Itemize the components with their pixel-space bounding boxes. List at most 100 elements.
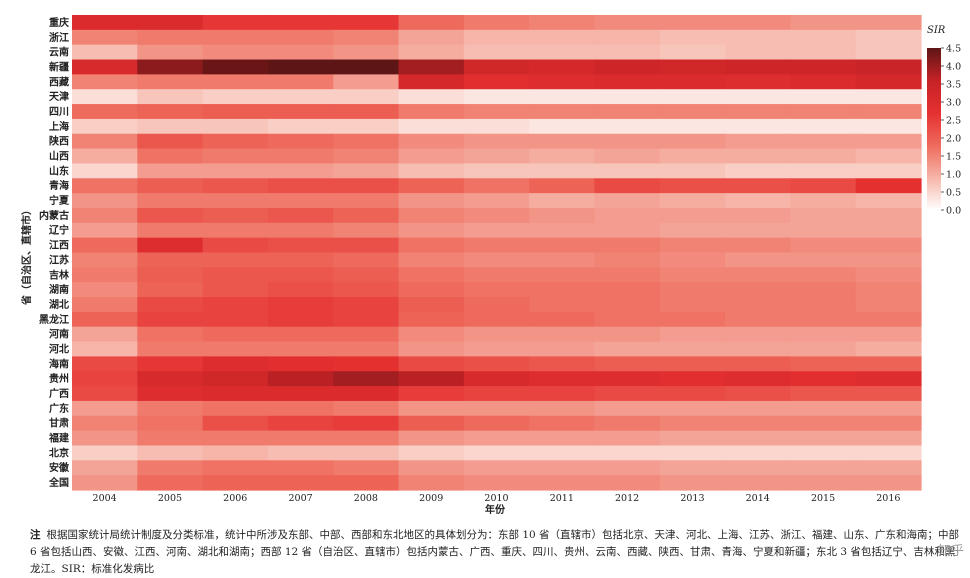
heatmap-cell	[398, 74, 465, 90]
heatmap-cell	[855, 29, 922, 46]
heatmap-cell	[463, 74, 530, 90]
heatmap-cell	[529, 193, 596, 209]
heatmap-cell	[725, 311, 791, 328]
heatmap-cell	[72, 222, 138, 239]
y-tick-label: 青海	[49, 179, 69, 192]
heatmap-cell	[202, 29, 269, 46]
heatmap-cell	[72, 193, 138, 209]
heatmap-cell	[594, 74, 661, 90]
heatmap-cell	[398, 118, 465, 135]
heatmap-cell	[398, 341, 465, 357]
y-tick-label: 山东	[49, 164, 69, 177]
heatmap-cell	[202, 460, 269, 476]
heatmap-cell	[594, 475, 661, 491]
heatmap-cell	[72, 356, 138, 372]
heatmap-cell	[725, 326, 791, 343]
heatmap-cell	[790, 445, 857, 461]
heatmap-chart: 重庆浙江云南新疆西藏天津四川上海陕西山西山东青海宁夏内蒙古辽宁江西江苏吉林湖南湖…	[20, 15, 961, 516]
heatmap-cell	[529, 415, 596, 432]
heatmap-cell	[137, 178, 204, 194]
heatmap-cell	[398, 445, 465, 461]
heatmap-cell	[725, 207, 791, 224]
heatmap-cell	[137, 44, 204, 61]
heatmap-cell	[72, 148, 138, 165]
heatmap-cell	[202, 475, 269, 491]
colorbar-gradient	[927, 48, 941, 210]
heatmap-cell	[463, 89, 530, 105]
heatmap-cell	[333, 371, 400, 387]
heatmap-cell	[529, 29, 596, 46]
heatmap-cell	[659, 252, 726, 268]
heatmap-cell	[659, 104, 726, 120]
y-tick-label: 湖北	[49, 298, 69, 311]
heatmap-cell	[529, 163, 596, 179]
heatmap-cell	[333, 267, 400, 283]
heatmap-cell	[398, 237, 465, 254]
heatmap-cell	[202, 282, 269, 298]
heatmap-cell	[659, 89, 726, 105]
heatmap-cell	[267, 163, 334, 179]
heatmap-cell	[398, 44, 465, 61]
heatmap-cell	[333, 311, 400, 328]
heatmap-cell	[659, 178, 726, 194]
heatmap-cell	[659, 311, 726, 328]
heatmap-cell	[398, 15, 465, 31]
heatmap-cell	[725, 252, 791, 268]
heatmap-cell	[137, 356, 204, 372]
colorbar-ticks: 0.0 0.5 1.0 1.5 2.0 2.5 3.0 3.5 4.0 4.5	[941, 43, 961, 216]
heatmap-cell	[855, 44, 922, 61]
heatmap-cell	[659, 460, 726, 476]
heatmap-cell	[463, 193, 530, 209]
footnote-text: 根据国家统计局统计制度及分类标准，统计中所涉及东部、中部、西部和东北地区的具体划…	[30, 529, 960, 575]
heatmap-cell	[529, 475, 596, 491]
heatmap-cell	[855, 386, 922, 402]
heatmap-cell	[790, 430, 857, 447]
heatmap-cell	[659, 400, 726, 417]
heatmap-cell	[202, 267, 269, 283]
heatmap-cell	[790, 44, 857, 61]
heatmap-cell	[398, 430, 465, 447]
heatmap-cell	[855, 59, 922, 75]
heatmap-cell	[790, 341, 857, 357]
heatmap-cell	[463, 415, 530, 432]
heatmap-cell	[202, 297, 269, 313]
heatmap-cell	[659, 267, 726, 283]
heatmap-cell	[72, 133, 138, 150]
heatmap-cell	[659, 207, 726, 224]
heatmap-cell	[790, 297, 857, 313]
heatmap-cell	[855, 89, 922, 105]
heatmap-cell	[594, 59, 661, 75]
heatmap-cell	[463, 267, 530, 283]
heatmap-cell	[333, 445, 400, 461]
y-tick-label: 广西	[49, 387, 69, 400]
heatmap-cell	[267, 371, 334, 387]
x-axis-labels: 2004 2005 2006 2007 2008 2009 2010 2011 2012 2013…	[93, 493, 901, 504]
heatmap-cell	[202, 326, 269, 343]
heatmap-cell	[333, 356, 400, 372]
y-tick-label: 浙江	[49, 31, 69, 44]
heatmap-cell	[72, 74, 138, 90]
heatmap-cell	[267, 415, 334, 432]
x-tick-label: 2007	[288, 493, 312, 504]
heatmap-cell	[725, 400, 791, 417]
heatmap-cell	[790, 74, 857, 90]
heatmap-cell	[137, 104, 204, 120]
y-tick-label: 西藏	[49, 75, 69, 88]
heatmap-cell	[725, 341, 791, 357]
heatmap-cell	[529, 59, 596, 75]
heatmap-cell	[790, 311, 857, 328]
colorbar-tick-label: 0.0	[946, 205, 961, 216]
heatmap-cell	[659, 341, 726, 357]
heatmap-cell	[855, 445, 922, 461]
heatmap-cell	[267, 104, 334, 120]
heatmap-cell	[333, 430, 400, 447]
heatmap-cell	[659, 193, 726, 209]
heatmap-cell	[137, 460, 204, 476]
heatmap-cell	[333, 297, 400, 313]
heatmap-cell	[137, 267, 204, 283]
y-tick-label: 河北	[49, 342, 69, 355]
heatmap-cell	[202, 133, 269, 150]
y-tick-label: 北京	[49, 446, 69, 459]
heatmap-cell	[398, 386, 465, 402]
heatmap-cell	[463, 311, 530, 328]
